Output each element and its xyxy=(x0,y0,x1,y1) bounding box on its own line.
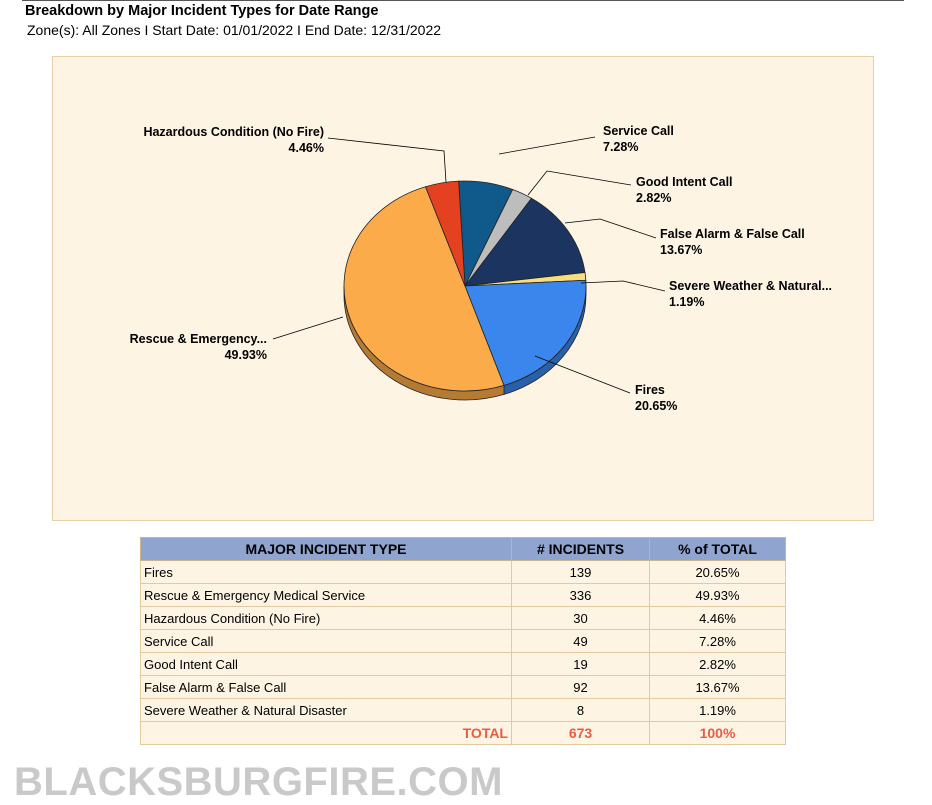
incident-table: MAJOR INCIDENT TYPE # INCIDENTS % of TOT… xyxy=(140,537,786,745)
header-percent: % of TOTAL xyxy=(649,537,786,561)
pie-slice xyxy=(424,180,466,287)
slice-percent: 20.65% xyxy=(635,399,677,413)
cell-incident-percent: 2.82% xyxy=(649,652,786,676)
pie-slice xyxy=(464,279,587,386)
cell-incident-type: Rescue & Emergency Medical Service xyxy=(140,583,512,607)
slice-percent: 49.93% xyxy=(225,348,267,362)
slice-label: Service Call xyxy=(603,124,674,138)
pie-chart: Service Call 7.28% Good Intent Call 2.82% Fa… xyxy=(130,124,832,413)
cell-incident-type: Good Intent Call xyxy=(140,652,512,676)
table-row: Rescue & Emergency Medical Service 336 49.… xyxy=(140,583,786,607)
slice-percent: 1.19% xyxy=(669,295,704,309)
report-title: Breakdown by Major Incident Types for Da… xyxy=(25,3,379,19)
leader-line xyxy=(580,280,666,292)
leader-line xyxy=(327,137,447,183)
slice-label: Good Intent Call xyxy=(636,175,733,189)
table-total-row: TOTAL 673 100% xyxy=(140,721,786,745)
cell-incident-type: Service Call xyxy=(140,629,512,653)
header-incidents: # INCIDENTS xyxy=(511,537,650,561)
leader-line xyxy=(272,316,344,340)
total-label: TOTAL xyxy=(140,721,512,745)
cell-incident-percent: 49.93% xyxy=(649,583,786,607)
leader-line xyxy=(498,136,596,155)
cell-incident-count: 49 xyxy=(511,629,650,653)
cell-incident-count: 139 xyxy=(511,560,650,584)
pie-slice xyxy=(343,186,505,392)
cell-incident-count: 30 xyxy=(511,606,650,630)
slice-label: Hazardous Condition (No Fire) xyxy=(143,125,324,139)
cell-incident-count: 336 xyxy=(511,583,650,607)
cell-incident-percent: 13.67% xyxy=(649,675,786,699)
top-rule xyxy=(22,0,904,1)
cell-incident-type: Severe Weather & Natural Disaster xyxy=(140,698,512,722)
cell-incident-percent: 7.28% xyxy=(649,629,786,653)
cell-incident-type: False Alarm & False Call xyxy=(140,675,512,699)
leader-line xyxy=(534,355,631,394)
slice-label: False Alarm & False Call xyxy=(660,227,805,241)
total-percent: 100% xyxy=(649,721,786,745)
table-row: Good Intent Call 19 2.82% xyxy=(140,652,786,676)
cell-incident-percent: 1.19% xyxy=(649,698,786,722)
slice-label: Rescue & Emergency... xyxy=(130,332,267,346)
slice-percent: 2.82% xyxy=(636,191,671,205)
cell-incident-count: 8 xyxy=(511,698,650,722)
pie-slice xyxy=(464,197,586,287)
slice-percent: 7.28% xyxy=(603,140,638,154)
total-count: 673 xyxy=(511,721,650,745)
slice-percent: 4.46% xyxy=(289,141,324,155)
leader-line xyxy=(527,170,632,196)
table-row: Hazardous Condition (No Fire) 30 4.46% xyxy=(140,606,786,630)
cell-incident-type: Hazardous Condition (No Fire) xyxy=(140,606,512,630)
table-row: Severe Weather & Natural Disaster 8 1.19% xyxy=(140,698,786,722)
watermark-text: BLACKSBURGFIRE.COM xyxy=(14,760,503,804)
slice-percent: 13.67% xyxy=(660,243,702,257)
header-incident-type: MAJOR INCIDENT TYPE xyxy=(140,537,512,561)
report-subtitle: Zone(s): All Zones I Start Date: 01/01/2… xyxy=(27,22,442,38)
chart-panel: Service Call 7.28% Good Intent Call 2.82% Fa… xyxy=(52,56,874,521)
leader-line xyxy=(564,218,657,239)
cell-incident-count: 92 xyxy=(511,675,650,699)
table-row: Fires 139 20.65% xyxy=(140,560,786,584)
slice-label: Severe Weather & Natural... xyxy=(669,279,832,293)
cell-incident-percent: 20.65% xyxy=(649,560,786,584)
cell-incident-percent: 4.46% xyxy=(649,606,786,630)
table-row: Service Call 49 7.28% xyxy=(140,629,786,653)
table-row: False Alarm & False Call 92 13.67% xyxy=(140,675,786,699)
cell-incident-type: Fires xyxy=(140,560,512,584)
slice-label: Fires xyxy=(635,383,665,397)
cell-incident-count: 19 xyxy=(511,652,650,676)
table-header-row: MAJOR INCIDENT TYPE # INCIDENTS % of TOT… xyxy=(140,537,786,561)
